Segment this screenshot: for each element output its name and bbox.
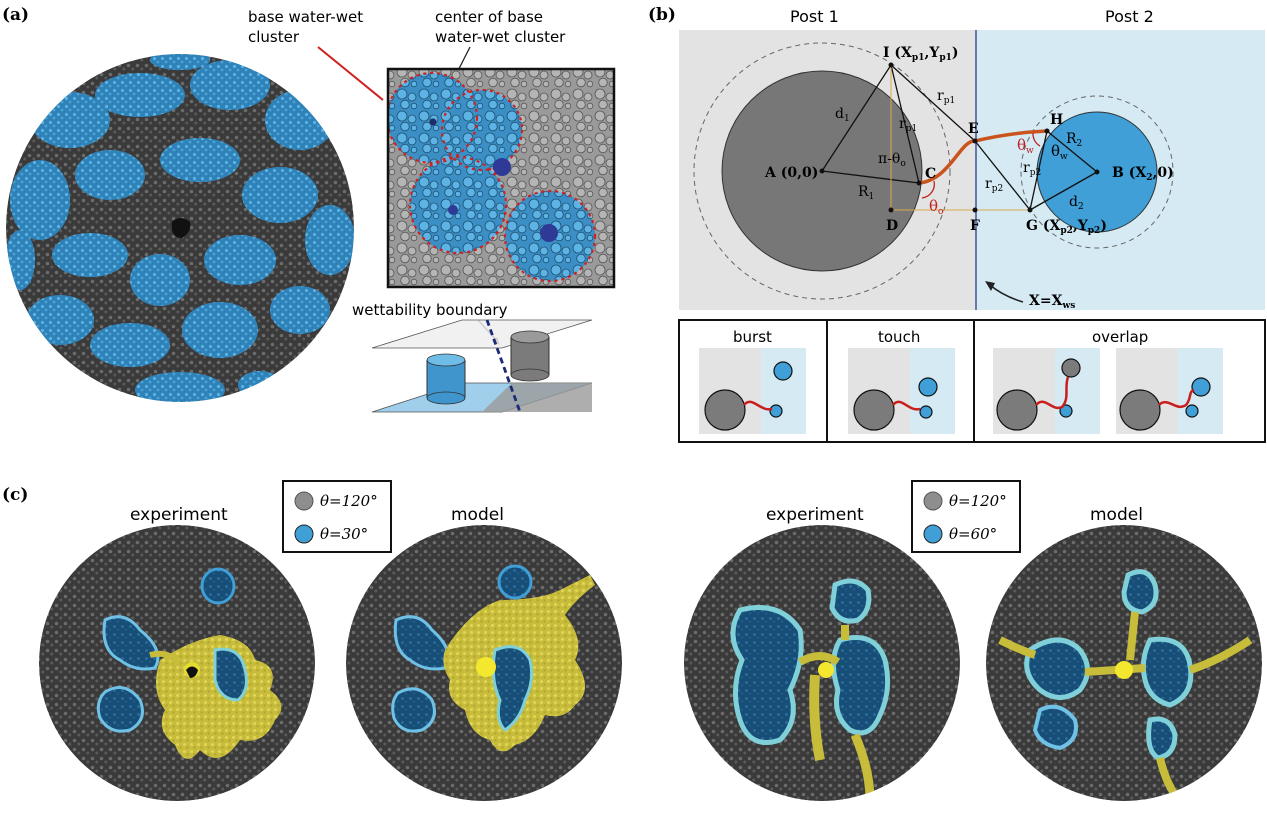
point-d-label: D (886, 218, 898, 234)
point-c-label: C (925, 166, 936, 182)
theta-w-arc (1032, 132, 1041, 147)
cluster-center-dot-1 (429, 118, 437, 126)
r1-label: R1 (858, 184, 874, 202)
svg-text:θ=120°: θ=120° (949, 492, 1007, 510)
pi-theta-label: π-θo (878, 151, 906, 169)
d1-label: d1 (835, 106, 850, 124)
touch-illustration (848, 348, 955, 434)
xws-label: X=Xws (1029, 293, 1075, 311)
cluster-center-dot-4 (540, 224, 558, 242)
point-a-label: A (0,0) (764, 165, 818, 181)
right-model-disk (986, 525, 1262, 801)
svg-text:θ=60°: θ=60° (949, 525, 997, 543)
theta-o-arc (921, 180, 935, 199)
wettability-boundary-label: wettability boundary (352, 301, 508, 319)
left-experiment-label: experiment (130, 505, 228, 525)
d2-label: d2 (1069, 194, 1084, 212)
panel-b-label: (b) (648, 5, 676, 25)
point-e-label: E (968, 121, 979, 137)
mode-touch-label: touch (878, 328, 920, 346)
rp1-inner-label: rp1 (899, 116, 917, 134)
post2-dashed-circle (1020, 95, 1174, 249)
legend-right: θ=120° θ=60° (911, 480, 1021, 553)
post1-title: Post 1 (790, 7, 839, 26)
mode-overlap-label: overlap (1092, 328, 1148, 346)
point-i-label: I (Xp1,Yp1) (883, 45, 959, 63)
guide-lines (890, 65, 1030, 211)
left-model-label: model (451, 505, 504, 525)
legend-left: θ=120° θ=30° (282, 480, 392, 553)
mode-burst-label: burst (733, 328, 772, 346)
svg-text:θ=30°: θ=30° (320, 525, 368, 543)
inset-frame (386, 67, 616, 289)
overlap-illustration-2 (1116, 348, 1223, 434)
point-h-label: H (1050, 112, 1063, 128)
point-g-label: G (Xp2,Yp2) (1026, 218, 1107, 236)
inset-magnified (388, 69, 614, 287)
injection-point (171, 218, 191, 238)
svg-text:θ=120°: θ=120° (320, 492, 378, 510)
point-f-label: F (970, 218, 980, 234)
plates-schematic (371, 319, 593, 413)
rp1-outer-label: rp1 (937, 88, 955, 106)
base-cluster-callout-line1: base water-wet (248, 8, 363, 26)
panel-c-label: (c) (2, 485, 28, 505)
base-cluster-pointer (317, 46, 384, 101)
panel-a-label: (a) (2, 5, 29, 25)
burst-illustration (699, 348, 806, 434)
right-experiment-label: experiment (766, 505, 864, 525)
cluster-center-dot-3 (448, 205, 458, 215)
overlap-illustration-1 (993, 348, 1100, 434)
post1-dashed-circle (693, 42, 951, 300)
rp2-outer-label: rp2 (985, 176, 1003, 194)
base-cluster-callout-line2: cluster (248, 28, 300, 46)
theta-o-label: θo (929, 197, 943, 217)
center-callout-line1: center of base (435, 8, 543, 26)
r2-label: R2 (1066, 131, 1082, 149)
left-model-disk (346, 525, 622, 801)
cluster-center-dot-2 (493, 158, 511, 176)
rp2-inner-label: rp2 (1023, 160, 1041, 178)
porous-medium-disk (6, 54, 354, 402)
geometry-lines (821, 64, 1098, 211)
point-b-label: B (X2,0) (1112, 165, 1174, 183)
geometry-points (819, 62, 1100, 213)
right-model-label: model (1090, 505, 1143, 525)
post2-title: Post 2 (1105, 7, 1154, 26)
water-wet-clusters (6, 54, 354, 402)
theta-w-red-label: θw (1017, 136, 1034, 156)
right-experiment-disk (684, 525, 960, 801)
left-experiment-disk (39, 525, 315, 801)
center-callout-line2: water-wet cluster (435, 28, 566, 46)
theta-w-black-label: θw (1051, 142, 1068, 162)
